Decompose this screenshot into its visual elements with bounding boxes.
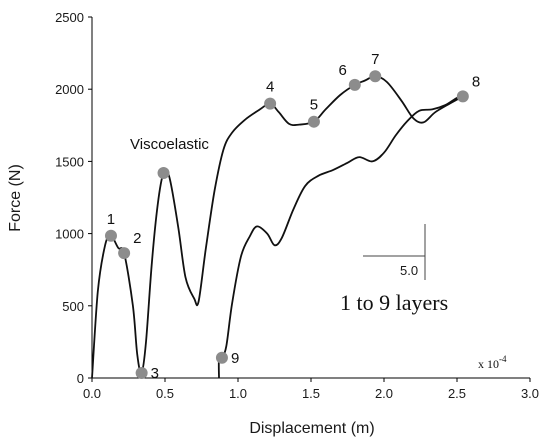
x-tick-label: 2.0: [375, 386, 393, 401]
data-marker: [307, 115, 320, 128]
x-tick-label: 0.5: [156, 386, 174, 401]
layers-annotation: 1 to 9 layers: [340, 290, 448, 315]
viscoelastic-annotation: Viscoelastic: [130, 136, 209, 153]
marker-label: 1: [107, 211, 115, 228]
data-marker: [369, 70, 382, 83]
x-tick-label: 2.5: [448, 386, 466, 401]
marker-label: 2: [133, 230, 141, 247]
marker-label: 5: [310, 97, 318, 114]
x-multiplier-exponent: -4: [499, 354, 507, 364]
y-tick-label: 2500: [55, 10, 84, 25]
scale-bar: 5.0: [363, 224, 426, 280]
data-marker: [135, 366, 148, 379]
y-axis-title: Force (N): [7, 164, 24, 232]
y-tick-label: 500: [62, 299, 84, 314]
data-marker: [264, 97, 277, 110]
data-marker: [157, 166, 170, 179]
x-tick-label: 0.0: [83, 386, 101, 401]
y-tick-label: 1000: [55, 227, 84, 242]
x-tick-label: 3.0: [521, 386, 539, 401]
x-multiplier: x 10-4: [478, 354, 507, 371]
data-marker: [118, 247, 131, 260]
data-marker: [456, 90, 469, 103]
y-tick-label: 1500: [55, 154, 84, 169]
series-line-2: [217, 95, 464, 379]
marker-label: 8: [472, 73, 480, 90]
x-tick-label: 1.5: [302, 386, 320, 401]
y-tick-label: 0: [77, 371, 84, 386]
x-ticks: 0.0 0.5 1.0 1.5 2.0 2.5 3.0: [83, 378, 539, 401]
marker-label: 9: [231, 350, 239, 367]
data-marker: [348, 78, 361, 91]
data-marker: [104, 229, 117, 242]
series-group: [91, 75, 464, 379]
x-tick-label: 1.0: [229, 386, 247, 401]
marker-label: 4: [266, 79, 274, 96]
x-multiplier-base: x 10: [478, 357, 499, 371]
marker-label: 3: [151, 365, 159, 382]
x-axis-title: Displacement (m): [249, 420, 374, 437]
scale-bar-label: 5.0: [400, 263, 418, 278]
data-marker: [215, 351, 228, 364]
marker-label: 7: [371, 51, 379, 68]
markers-group: 1 2 3 4 5 6 7 8 9: [104, 51, 480, 382]
y-ticks: 0 500 1000 1500 2000 2500: [55, 10, 92, 386]
marker-label: 6: [338, 62, 346, 79]
axes: [91, 17, 530, 379]
y-tick-label: 2000: [55, 82, 84, 97]
